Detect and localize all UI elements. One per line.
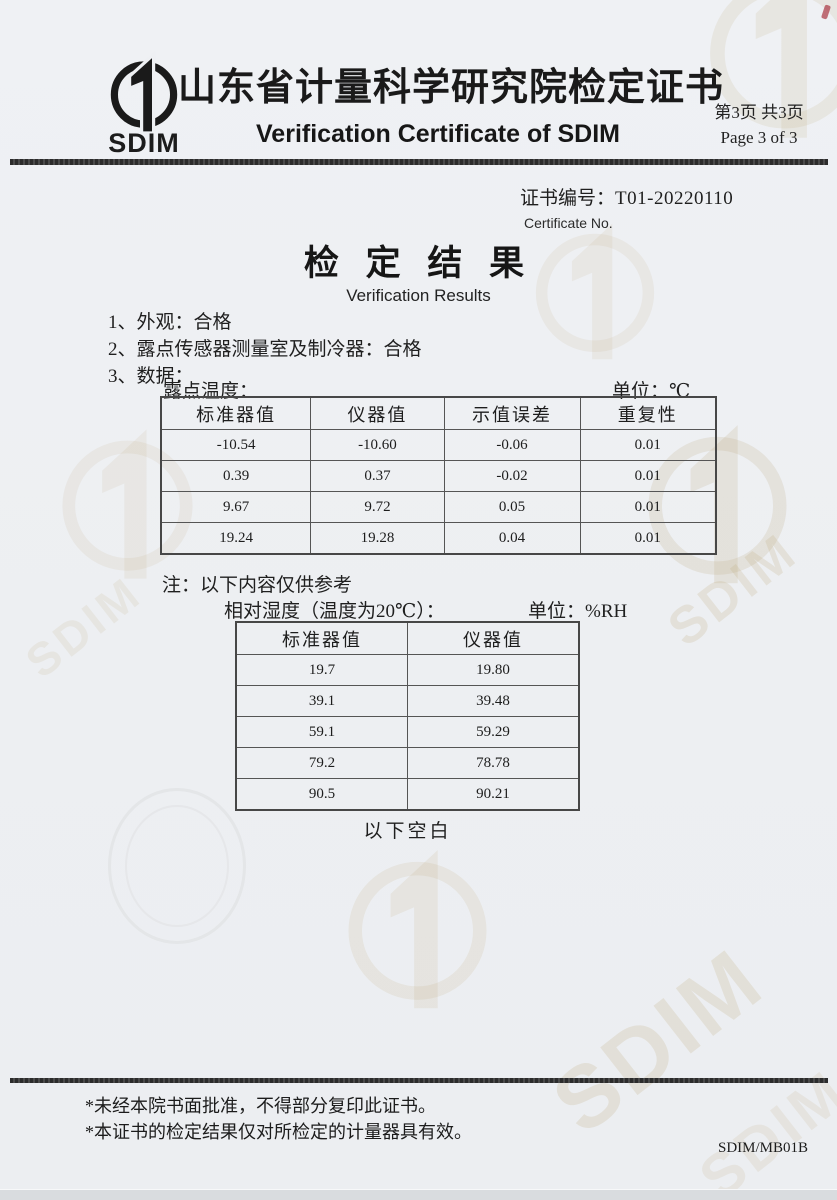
table-row: 59.1 59.29 — [235, 716, 580, 748]
certificate-number-label: 证书编号： — [520, 188, 616, 209]
table-cell: 0.01 — [579, 460, 717, 492]
table-row: 90.5 90.21 — [235, 778, 580, 811]
table-cell: -10.54 — [160, 429, 312, 461]
table-cell: 78.78 — [407, 747, 580, 779]
table-header-row: 标准器值 仪器值 — [235, 621, 580, 655]
form-code: SDIM/MB01B — [718, 1140, 809, 1156]
scan-edge-shadow — [0, 1189, 837, 1200]
sdim-watermark-text: SDIM — [15, 566, 152, 688]
reference-only-note: 注：以下内容仅供参考 — [162, 575, 353, 596]
table-cell: 0.01 — [579, 429, 717, 461]
footer-divider-rule — [10, 1078, 828, 1083]
footer-note-validity: *本证书的检定结果仅对所检定的计量器具有效。 — [85, 1122, 472, 1142]
sdim-watermark-text: SDIM — [534, 928, 782, 1153]
sdim-logo-text: SDIM — [108, 128, 180, 158]
table-cell: 59.29 — [407, 716, 580, 748]
table-cell: -0.06 — [443, 429, 581, 461]
result-item-sensor: 2、露点传感器测量室及制冷器：合格 — [108, 339, 422, 360]
table-cell: 0.05 — [443, 491, 581, 523]
table-cell: 19.28 — [310, 522, 445, 555]
column-header-instrument-value: 仪器值 — [407, 621, 580, 655]
table-cell: 0.04 — [443, 522, 581, 555]
table-row: 19.7 19.80 — [235, 654, 580, 686]
table-row: 79.2 78.78 — [235, 747, 580, 779]
results-heading-english: Verification Results — [346, 286, 491, 305]
table-cell: 90.21 — [407, 778, 580, 811]
table-cell: 59.1 — [235, 716, 408, 748]
column-header-instrument-value: 仪器值 — [310, 396, 445, 430]
table-cell: 79.2 — [235, 747, 408, 779]
sdim-logo: SDIM — [88, 50, 200, 159]
scan-artifact-red-mark — [820, 4, 832, 20]
table-row: 9.67 9.72 0.05 0.01 — [160, 491, 717, 523]
table-row: -10.54 -10.60 -0.06 0.01 — [160, 429, 717, 461]
page-title-chinese: 山东省计量科学研究院检定证书 — [178, 67, 725, 109]
table-cell: 0.39 — [160, 460, 312, 492]
table-cell: 0.01 — [579, 522, 717, 555]
table-cell: 19.24 — [160, 522, 312, 555]
sdim-watermark-logo — [330, 840, 505, 1015]
table-row: 0.39 0.37 -0.02 0.01 — [160, 460, 717, 492]
table-cell: 0.37 — [310, 460, 445, 492]
humidity-label: 相对湿度（温度为20℃）： — [224, 601, 445, 622]
table-cell: 39.48 — [407, 685, 580, 717]
column-header-indication-error: 示值误差 — [443, 396, 581, 430]
results-list: 1、外观：合格 2、露点传感器测量室及制冷器：合格 3、数据： — [108, 309, 422, 390]
table-cell: 9.67 — [160, 491, 312, 523]
table-cell: 19.80 — [407, 654, 580, 686]
result-item-appearance: 1、外观：合格 — [108, 312, 232, 333]
page-number-chinese: 第3页 共3页 — [714, 103, 804, 122]
table-cell: -10.60 — [310, 429, 445, 461]
dew-point-table: 标准器值 仪器值 示值误差 重复性 -10.54 -10.60 -0.06 0.… — [160, 396, 717, 555]
column-header-repeatability: 重复性 — [579, 396, 717, 430]
humidity-unit: 单位：%RH — [528, 601, 628, 622]
certificate-number-label-english: Certificate No. — [524, 215, 613, 231]
table-row: 19.24 19.28 0.04 0.01 — [160, 522, 717, 555]
table-cell: 9.72 — [310, 491, 445, 523]
table-row: 39.1 39.48 — [235, 685, 580, 717]
blank-below-note: 以下空白 — [363, 821, 452, 842]
page-title-english: Verification Certificate of SDIM — [256, 120, 620, 148]
humidity-table: 标准器值 仪器值 19.7 19.80 39.1 39.48 59.1 59.2… — [235, 621, 580, 811]
table-cell: 0.01 — [579, 491, 717, 523]
embossed-seal — [108, 788, 246, 944]
result-item-data: 3、数据： — [108, 366, 194, 387]
certificate-number-value: T01-20220110 — [615, 188, 734, 209]
certificate-number-line: 证书编号：T01-20220110 — [520, 183, 733, 210]
table-header-row: 标准器值 仪器值 示值误差 重复性 — [160, 396, 717, 430]
column-header-standard-value: 标准器值 — [160, 396, 312, 430]
page-number-block: 第3页 共3页 Page 3 of 3 — [686, 100, 832, 150]
results-heading-chinese: 检 定 结 果 — [303, 244, 534, 283]
table-cell: -0.02 — [443, 460, 581, 492]
sdim-logo-icon — [110, 51, 178, 135]
table-cell: 90.5 — [235, 778, 408, 811]
embossed-seal-inner-ring — [125, 805, 229, 927]
table-cell: 39.1 — [235, 685, 408, 717]
table-cell: 19.7 — [235, 654, 408, 686]
header-divider-rule — [10, 159, 828, 165]
column-header-standard-value: 标准器值 — [235, 621, 408, 655]
footer-note-copy-restriction: *未经本院书面批准，不得部分复印此证书。 — [85, 1096, 436, 1116]
page-number-english: Page 3 of 3 — [720, 128, 798, 147]
